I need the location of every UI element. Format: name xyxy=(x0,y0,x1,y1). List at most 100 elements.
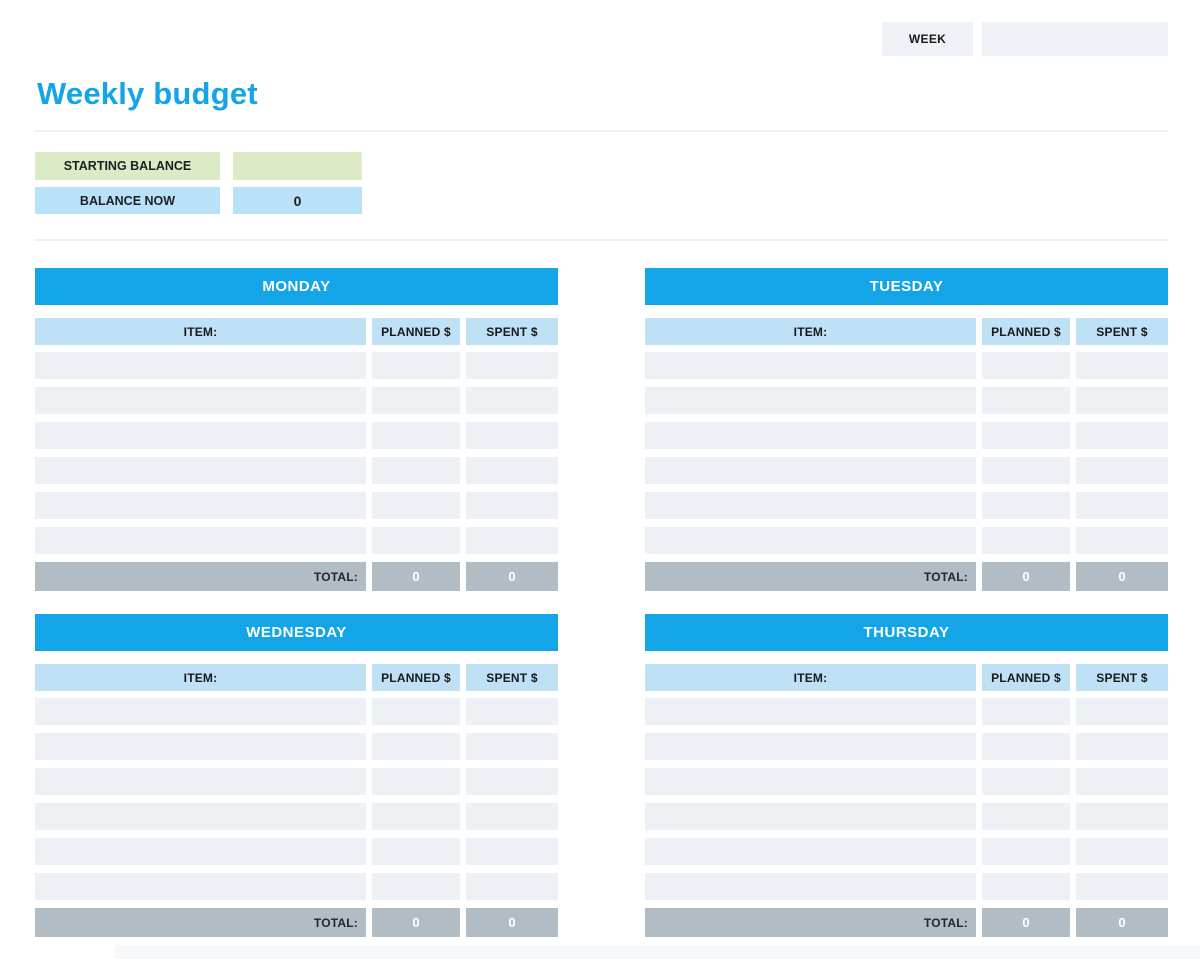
planned-cell[interactable] xyxy=(372,457,460,484)
item-cell[interactable] xyxy=(645,838,976,865)
spent-cell[interactable] xyxy=(1076,352,1168,379)
item-cell[interactable] xyxy=(645,352,976,379)
day-header: WEDNESDAY xyxy=(35,614,558,651)
spent-cell[interactable] xyxy=(1076,422,1168,449)
spent-cell[interactable] xyxy=(466,387,558,414)
planned-cell[interactable] xyxy=(372,387,460,414)
planned-cell[interactable] xyxy=(982,838,1070,865)
item-cell[interactable] xyxy=(645,698,976,725)
planned-cell[interactable] xyxy=(982,422,1070,449)
item-cell[interactable] xyxy=(645,527,976,554)
item-cell[interactable] xyxy=(35,698,366,725)
starting-balance-label: STARTING BALANCE xyxy=(35,152,220,180)
spent-column-header: SPENT $ xyxy=(1076,318,1168,345)
planned-cell[interactable] xyxy=(372,733,460,760)
item-cell[interactable] xyxy=(645,873,976,900)
item-cell[interactable] xyxy=(645,803,976,830)
spent-cell[interactable] xyxy=(466,422,558,449)
bottom-scroll-edge xyxy=(115,945,1200,959)
item-cell[interactable] xyxy=(35,352,366,379)
spent-cell[interactable] xyxy=(1076,387,1168,414)
spent-cell[interactable] xyxy=(1076,803,1168,830)
planned-cell[interactable] xyxy=(982,698,1070,725)
spent-cell[interactable] xyxy=(466,698,558,725)
item-cell[interactable] xyxy=(35,873,366,900)
item-cell[interactable] xyxy=(645,768,976,795)
spent-cell[interactable] xyxy=(466,873,558,900)
item-cell[interactable] xyxy=(645,457,976,484)
planned-cell[interactable] xyxy=(982,873,1070,900)
spent-cell[interactable] xyxy=(466,838,558,865)
table-row xyxy=(645,422,1168,449)
spent-cell[interactable] xyxy=(1076,492,1168,519)
item-cell[interactable] xyxy=(645,492,976,519)
item-cell[interactable] xyxy=(35,527,366,554)
table-row xyxy=(645,387,1168,414)
balance-now-value-cell[interactable]: 0 xyxy=(233,187,362,214)
planned-cell[interactable] xyxy=(372,838,460,865)
item-cell[interactable] xyxy=(35,492,366,519)
planned-cell[interactable] xyxy=(372,873,460,900)
spent-cell[interactable] xyxy=(1076,457,1168,484)
planned-cell[interactable] xyxy=(982,803,1070,830)
spent-cell[interactable] xyxy=(1076,733,1168,760)
day-header: TUESDAY xyxy=(645,268,1168,305)
total-spent-value: 0 xyxy=(466,908,558,937)
planned-cell[interactable] xyxy=(982,768,1070,795)
table-row xyxy=(35,492,558,519)
item-cell[interactable] xyxy=(35,387,366,414)
spent-cell[interactable] xyxy=(1076,698,1168,725)
table-row xyxy=(35,768,558,795)
item-cell[interactable] xyxy=(645,422,976,449)
total-spent-value: 0 xyxy=(1076,562,1168,591)
total-row: TOTAL: 0 0 xyxy=(35,562,558,591)
spent-cell[interactable] xyxy=(466,457,558,484)
spent-cell[interactable] xyxy=(1076,768,1168,795)
total-label: TOTAL: xyxy=(645,908,976,937)
item-cell[interactable] xyxy=(35,768,366,795)
planned-column-header: PLANNED $ xyxy=(372,664,460,691)
item-cell[interactable] xyxy=(35,803,366,830)
spent-cell[interactable] xyxy=(466,352,558,379)
spent-cell[interactable] xyxy=(466,527,558,554)
total-row: TOTAL: 0 0 xyxy=(35,908,558,937)
table-row xyxy=(35,352,558,379)
planned-cell[interactable] xyxy=(982,352,1070,379)
planned-cell[interactable] xyxy=(982,387,1070,414)
item-cell[interactable] xyxy=(35,733,366,760)
planned-cell[interactable] xyxy=(982,527,1070,554)
total-label: TOTAL: xyxy=(35,908,366,937)
spent-cell[interactable] xyxy=(1076,873,1168,900)
planned-cell[interactable] xyxy=(372,422,460,449)
item-cell[interactable] xyxy=(645,733,976,760)
planned-cell[interactable] xyxy=(372,527,460,554)
planned-cell[interactable] xyxy=(372,768,460,795)
spent-cell[interactable] xyxy=(1076,838,1168,865)
item-cell[interactable] xyxy=(35,838,366,865)
item-cell[interactable] xyxy=(645,387,976,414)
spent-cell[interactable] xyxy=(1076,527,1168,554)
week-value-cell[interactable] xyxy=(982,22,1168,56)
planned-cell[interactable] xyxy=(372,352,460,379)
planned-cell[interactable] xyxy=(372,803,460,830)
planned-cell[interactable] xyxy=(372,492,460,519)
item-cell[interactable] xyxy=(35,457,366,484)
day-table-wednesday: WEDNESDAY ITEM: PLANNED $ SPENT $ TOTAL:… xyxy=(35,614,558,937)
spent-cell[interactable] xyxy=(466,768,558,795)
day-header: THURSDAY xyxy=(645,614,1168,651)
planned-column-header: PLANNED $ xyxy=(372,318,460,345)
spent-cell[interactable] xyxy=(466,492,558,519)
planned-cell[interactable] xyxy=(372,698,460,725)
table-row xyxy=(35,527,558,554)
spent-cell[interactable] xyxy=(466,803,558,830)
starting-balance-value-cell[interactable] xyxy=(233,152,362,180)
spent-cell[interactable] xyxy=(466,733,558,760)
total-label: TOTAL: xyxy=(645,562,976,591)
table-row xyxy=(645,733,1168,760)
planned-cell[interactable] xyxy=(982,492,1070,519)
item-cell[interactable] xyxy=(35,422,366,449)
planned-cell[interactable] xyxy=(982,733,1070,760)
table-row xyxy=(35,873,558,900)
total-planned-value: 0 xyxy=(372,908,460,937)
planned-cell[interactable] xyxy=(982,457,1070,484)
